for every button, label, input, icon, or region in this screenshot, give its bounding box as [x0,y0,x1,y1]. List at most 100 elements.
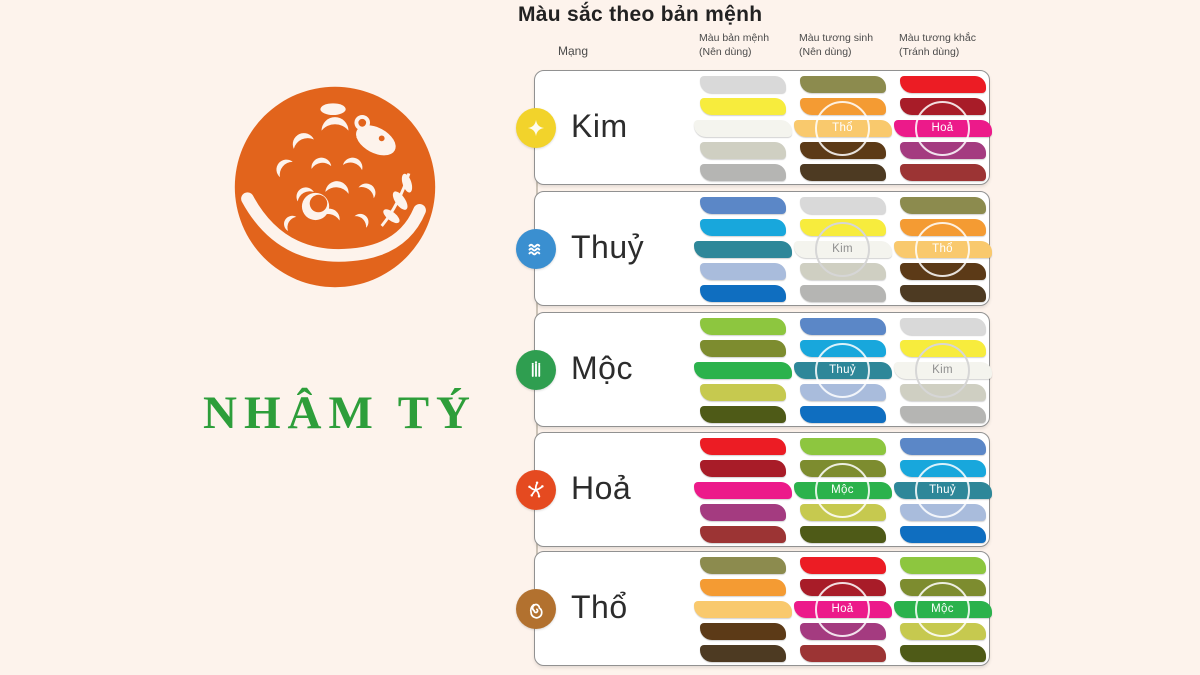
color-swatch [800,76,886,93]
color-swatch [700,526,786,543]
color-swatch [700,623,786,640]
element-row-kim: Kim Thổ Hoả [516,70,992,185]
color-swatch [900,197,986,214]
color-swatch [800,557,886,574]
tuong-khac-swatches: Thổ [894,197,992,302]
tuong-khac-swatches: Mộc [894,557,992,662]
color-table-panel: Màu sắc theo bản mệnh Mạng Màu bản mệnh … [512,0,1000,675]
rat-papercut-emblem [234,86,436,288]
color-swatch [800,285,886,302]
tuong-sinh-swatches: Hoả [794,557,892,662]
wood-sprout-icon [516,349,556,390]
element-row-hoa: Hoả Mộc Thuỷ [516,432,992,547]
ban-menh-swatches [694,318,792,423]
element-label: Mộc [571,349,633,386]
element-row-moc: Mộc Thuỷ Kim [516,312,992,427]
color-swatch [694,601,792,618]
color-swatch [694,241,792,258]
color-swatch [900,164,986,181]
header-line: Màu tương khắc [899,32,976,44]
color-swatch [900,76,986,93]
tuong-khac-swatches: Hoả [894,76,992,181]
ban-menh-swatches [694,438,792,543]
color-swatch [694,362,792,379]
color-swatch [700,263,786,280]
color-swatch [800,318,886,335]
tuong-khac-swatches: Thuỷ [894,438,992,543]
color-swatch [700,164,786,181]
color-swatch [700,406,786,423]
element-overlay-badge: Thuỷ [815,342,870,398]
color-swatch [700,460,786,477]
element-row-tho: Thổ Hoả Mộc [516,551,992,666]
element-row-thuy: Thuỷ Kim Thổ [516,191,992,306]
year-label: NHÂM TÝ [203,387,477,439]
color-swatch [700,98,786,115]
water-waves-icon [516,228,556,269]
element-overlay-badge: Kim [815,221,870,277]
tuong-khac-swatches: Kim [894,318,992,423]
color-swatch [700,318,786,335]
color-swatch [700,384,786,401]
color-swatch [900,645,986,662]
color-swatch [694,482,792,499]
header-line: Màu bản mệnh [699,32,770,44]
column-header-mang: Mạng [558,44,589,58]
color-swatch [900,318,986,335]
color-swatch [700,76,786,93]
color-swatch [800,438,886,455]
column-header-ban-menh: Màu bản mệnh (Nên dùng) [699,32,799,60]
element-overlay-badge: Hoả [815,581,870,637]
ban-menh-swatches [694,557,792,662]
element-label: Thuỷ [571,228,645,265]
color-swatch [700,438,786,455]
tuong-sinh-swatches: Thuỷ [794,318,892,423]
color-swatch [900,526,986,543]
color-swatch [700,340,786,357]
element-overlay-badge: Hoả [915,100,970,156]
ban-menh-swatches [694,76,792,181]
earth-spiral-icon [516,588,556,629]
element-label: Hoả [571,469,632,506]
color-swatch [700,557,786,574]
color-swatch [900,557,986,574]
column-header-tuong-sinh: Màu tương sinh (Nên dùng) [799,32,899,60]
tuong-sinh-swatches: Mộc [794,438,892,543]
color-swatch [900,285,986,302]
tuong-sinh-swatches: Thổ [794,76,892,181]
color-swatch [800,406,886,423]
element-overlay-badge: Kim [915,342,970,398]
header-line: (Nên dùng) [699,45,752,58]
color-swatch [700,579,786,596]
color-swatch [800,645,886,662]
color-swatch [700,285,786,302]
color-swatch [900,438,986,455]
element-overlay-badge: Thổ [915,221,970,277]
color-swatch [800,526,886,543]
color-swatch [700,142,786,159]
metal-sparkle-icon [516,107,556,148]
color-swatch [694,120,792,137]
color-swatch [700,197,786,214]
element-overlay-badge: Mộc [915,581,970,637]
element-overlay-badge: Thuỷ [915,462,970,518]
page-title: Màu sắc theo bản mệnh [518,3,763,26]
color-swatch [700,504,786,521]
element-overlay-badge: Thổ [815,100,870,156]
tuong-sinh-swatches: Kim [794,197,892,302]
element-label: Thổ [571,588,628,625]
color-swatch [700,219,786,236]
color-swatch [700,645,786,662]
element-overlay-badge: Mộc [815,462,870,518]
header-line: (Tránh dùng) [899,45,960,58]
ban-menh-swatches [694,197,792,302]
element-label: Kim [571,107,628,144]
header-line: (Nên dùng) [799,45,852,58]
column-header-tuong-khac: Màu tương khắc (Tránh dùng) [899,32,999,60]
color-swatch [900,406,986,423]
color-swatch [800,164,886,181]
header-line: Màu tương sinh [799,32,874,44]
color-swatch [800,197,886,214]
fire-spark-icon [516,469,556,510]
